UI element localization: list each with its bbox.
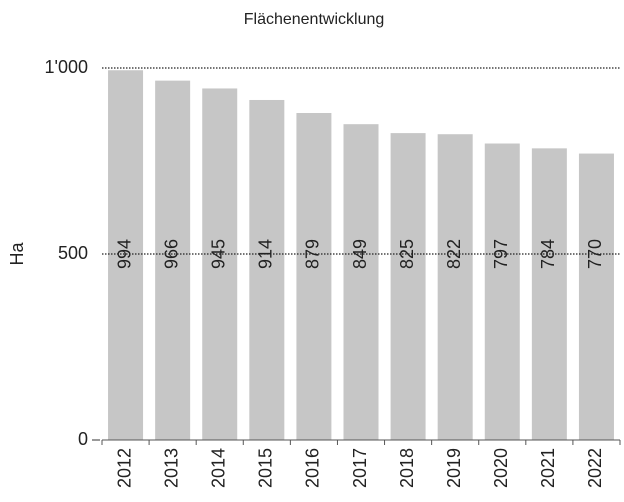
x-tick-label: 2022 (585, 448, 605, 488)
bar (484, 143, 520, 441)
x-tick-label: 2017 (350, 448, 370, 488)
bar (390, 133, 426, 440)
x-tick-label: 2018 (397, 448, 417, 488)
y-tick-label: 1'000 (45, 57, 88, 77)
data-label: 849 (350, 239, 370, 269)
data-label: 784 (538, 239, 558, 269)
x-tick-label: 2015 (256, 448, 276, 488)
data-label: 914 (256, 239, 276, 269)
x-tick-label: 2021 (538, 448, 558, 488)
y-tick-label: 500 (58, 243, 88, 263)
y-tick-label: 0 (78, 429, 88, 449)
chart-title: Flächenentwicklung (244, 11, 385, 28)
x-tick-label: 2012 (114, 448, 134, 488)
x-tick-label: 2020 (491, 448, 511, 488)
bar (296, 113, 332, 441)
data-label: 945 (208, 239, 228, 269)
bar (343, 124, 379, 440)
bar (108, 70, 144, 441)
bar (155, 80, 191, 440)
data-label: 825 (397, 239, 417, 269)
x-tick-label: 2016 (303, 448, 323, 488)
bar (437, 134, 473, 440)
x-tick-label: 2019 (444, 448, 464, 488)
x-tick-label: 2013 (161, 448, 181, 488)
bar (202, 88, 238, 441)
x-tick-label: 2014 (208, 448, 228, 488)
y-axis-label: Ha (7, 242, 27, 266)
bar (578, 153, 614, 440)
bar (531, 148, 567, 441)
bar (249, 99, 285, 440)
